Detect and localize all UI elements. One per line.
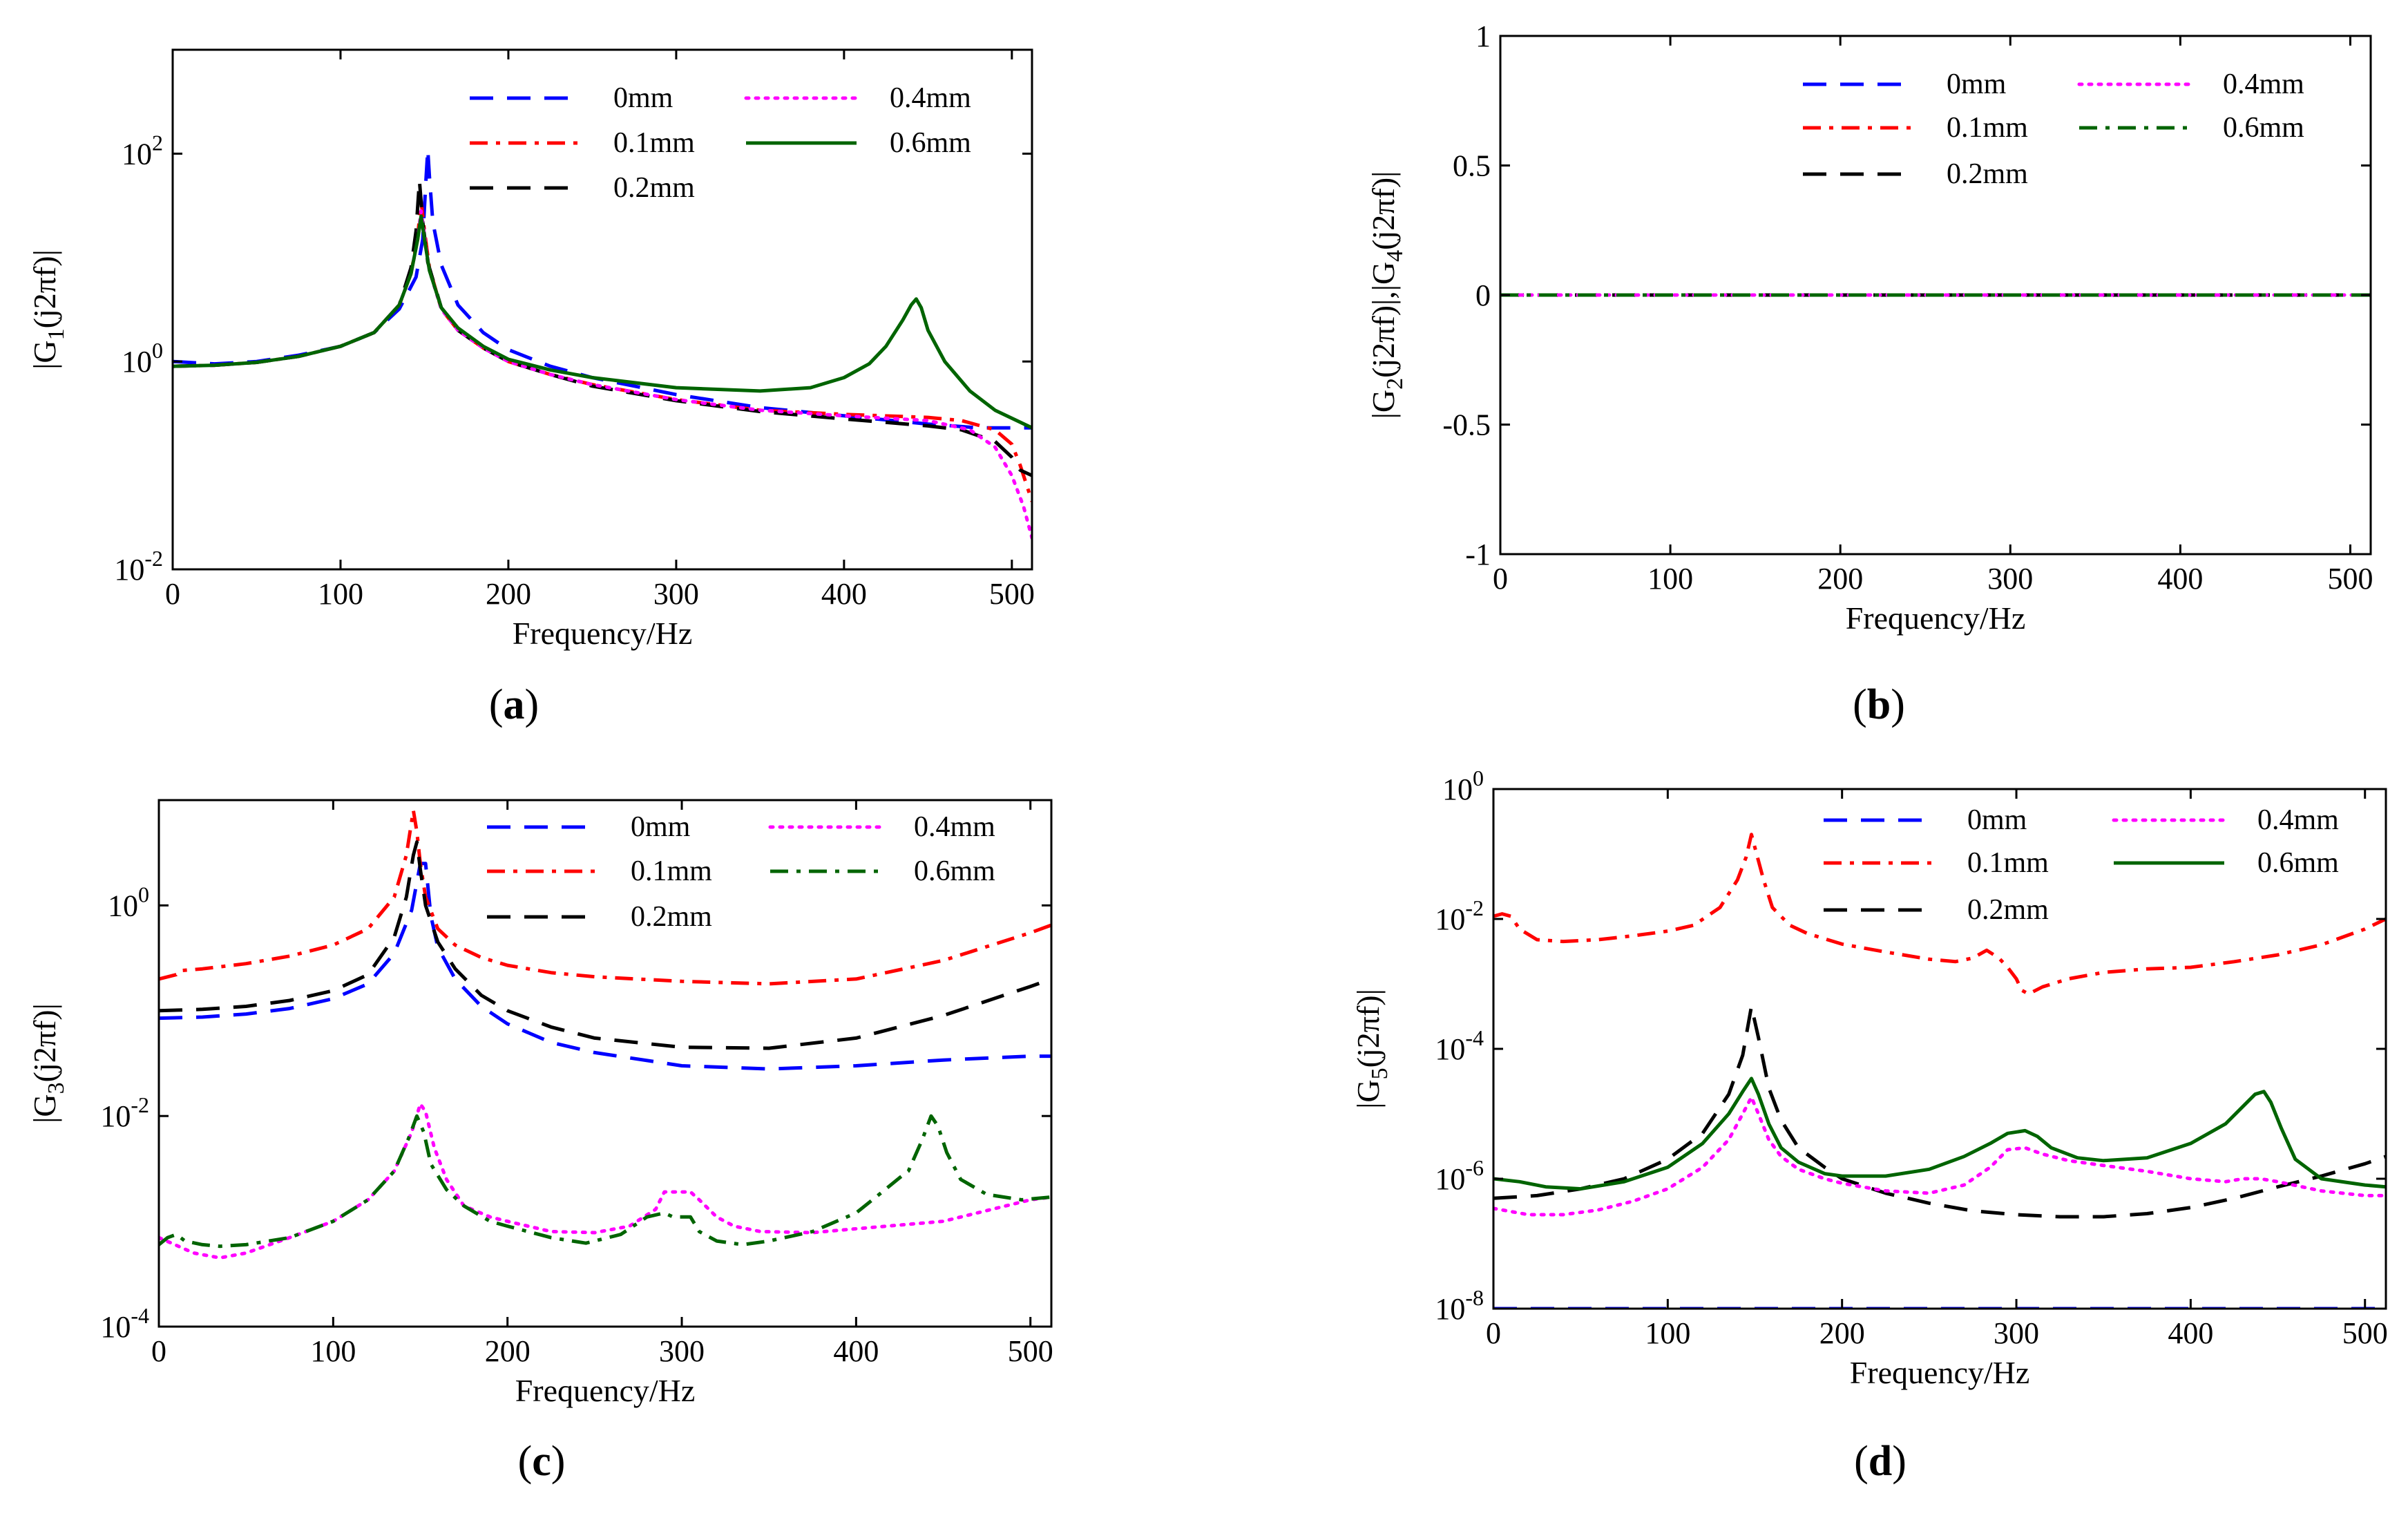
- x-tick-label: 400: [2157, 562, 2203, 596]
- series-line-0.2mm: [159, 840, 1051, 1050]
- y-tick-label: 0: [1475, 278, 1491, 312]
- x-tick-label: 400: [2168, 1316, 2213, 1350]
- x-tick-label: 100: [1647, 562, 1693, 596]
- x-tick-label: 100: [1645, 1316, 1690, 1350]
- legend-label-0.1mm: 0.1mm: [631, 855, 712, 887]
- x-tick-label: 400: [821, 577, 867, 611]
- panel-b: 0 100 200 300 400 500 -1 -0.5 0 0.5 1 Frequency/Hz |…: [1366, 19, 2373, 728]
- x-axis-label: Frequency/Hz: [1846, 600, 2026, 636]
- x-tick-label: 0: [1493, 562, 1508, 596]
- y-tick-label: 100: [1442, 766, 1484, 806]
- x-axis-label: Frequency/Hz: [513, 616, 693, 651]
- legend-label-0.2mm: 0.2mm: [1967, 894, 2049, 926]
- y-axis-label: |G5(j2πf)|: [1350, 989, 1393, 1109]
- y-tick-label: 100: [122, 338, 163, 379]
- x-tick-label: 300: [1994, 1316, 2039, 1350]
- legend-label-0.6mm: 0.6mm: [2223, 112, 2304, 144]
- legend: 0mm 0.1mm 0.2mm 0.4mm 0.6mm: [1803, 68, 2304, 190]
- y-tick-label: 100: [108, 882, 149, 922]
- x-tick-label: 100: [318, 577, 363, 611]
- legend-label-0.1mm: 0.1mm: [1967, 847, 2049, 879]
- axes-frame: [171, 48, 1033, 571]
- x-tick-label: 300: [659, 1334, 705, 1368]
- legend-label-0mm: 0mm: [613, 82, 673, 114]
- axes-frame: [1492, 788, 2387, 1310]
- y-tick-label: 102: [122, 130, 163, 171]
- series-line-0mm: [159, 862, 1051, 1071]
- panel-caption: (a): [489, 681, 539, 728]
- series-line-0.2mm: [173, 178, 1032, 477]
- series-line-0.1mm: [1493, 833, 2386, 996]
- x-tick-label: 0: [151, 1334, 166, 1368]
- legend-label-0.4mm: 0.4mm: [2257, 804, 2339, 836]
- y-tick-label: 0.5: [1453, 149, 1491, 183]
- panel-caption: (c): [518, 1438, 566, 1485]
- y-tick-label: 10-4: [100, 1303, 149, 1344]
- series-line-0.4mm: [1493, 1095, 2386, 1217]
- legend: 0mm 0.1mm 0.2mm 0.4mm 0.6mm: [487, 811, 995, 933]
- x-tick-label: 300: [1987, 562, 2033, 596]
- series-line-0.4mm: [173, 209, 1032, 540]
- x-tick-label: 200: [1819, 1316, 1865, 1350]
- x-axis-label: Frequency/Hz: [515, 1373, 696, 1408]
- panel-caption: (b): [1853, 681, 1905, 728]
- legend-label-0.1mm: 0.1mm: [1947, 112, 2028, 144]
- x-tick-label: 100: [310, 1334, 356, 1368]
- y-tick-label: 1: [1475, 19, 1491, 53]
- y-tick-label: 10-2: [1435, 895, 1484, 936]
- x-tick-label: 300: [653, 577, 699, 611]
- legend-label-0.6mm: 0.6mm: [890, 127, 971, 159]
- panel-c: 0 100 200 300 400 500 10-4 10-2 100 Frequency/Hz |…: [27, 799, 1053, 1485]
- legend-label-0.2mm: 0.2mm: [613, 172, 695, 204]
- x-tick-label: 500: [1008, 1334, 1053, 1368]
- legend-label-0.2mm: 0.2mm: [631, 901, 712, 933]
- x-tick-label: 0: [1486, 1316, 1501, 1350]
- panel-d: 0 100 200 300 400 500 10-8 10-6 10-4 10-2 100 Frequ…: [1350, 766, 2388, 1485]
- y-axis-label: |G3(j2πf)|: [27, 1003, 69, 1123]
- legend-label-0.6mm: 0.6mm: [2257, 847, 2339, 879]
- series-line-0.6mm: [159, 1114, 1051, 1249]
- y-tick-label: 10-4: [1435, 1025, 1484, 1066]
- legend-label-0.4mm: 0.4mm: [2223, 68, 2304, 100]
- legend: 0mm 0.1mm 0.2mm 0.4mm 0.6mm: [470, 82, 971, 204]
- x-axis-label: Frequency/Hz: [1850, 1355, 2030, 1390]
- x-tick-label: 500: [989, 577, 1035, 611]
- legend-label-0mm: 0mm: [631, 811, 691, 843]
- series-line-0.6mm: [1493, 1076, 2386, 1191]
- legend-label-0mm: 0mm: [1967, 804, 2027, 836]
- x-tick-label: 200: [1817, 562, 1863, 596]
- y-tick-label: 10-2: [114, 546, 163, 587]
- panel-a: 0 100 200 300 400 500 10-2 100 102 Frequency/Hz |G…: [27, 48, 1035, 728]
- x-tick-label: 0: [165, 577, 180, 611]
- series-line-0.1mm: [173, 199, 1032, 502]
- series-line-0.2mm: [1493, 1005, 2386, 1219]
- series-line-0.6mm: [173, 214, 1032, 430]
- legend-label-0.6mm: 0.6mm: [914, 855, 995, 887]
- legend-label-0.2mm: 0.2mm: [1947, 158, 2028, 190]
- x-tick-label: 500: [2342, 1316, 2388, 1350]
- legend: 0mm 0.1mm 0.2mm 0.4mm 0.6mm: [1824, 804, 2339, 926]
- legend-label-0.4mm: 0.4mm: [914, 811, 995, 843]
- y-tick-label: 10-8: [1435, 1285, 1484, 1326]
- axes-frame: [157, 799, 1053, 1328]
- y-axis-label: |G2(j2πf)|,|G4(j2πf)|: [1366, 171, 1408, 419]
- series-line-0mm: [173, 147, 1032, 430]
- x-tick-label: 400: [833, 1334, 879, 1368]
- legend-label-0mm: 0mm: [1947, 68, 2007, 100]
- y-tick-label: -0.5: [1442, 408, 1491, 442]
- panel-caption: (d): [1854, 1438, 1907, 1485]
- y-tick-label: 10-2: [100, 1092, 149, 1133]
- x-tick-label: 500: [2327, 562, 2373, 596]
- y-tick-label: 10-6: [1435, 1155, 1484, 1196]
- x-tick-label: 200: [486, 577, 531, 611]
- y-axis-label: |G1(j2πf)|: [27, 249, 69, 370]
- legend-label-0.4mm: 0.4mm: [890, 82, 971, 114]
- series-line-0.4mm: [159, 1102, 1051, 1260]
- legend-label-0.1mm: 0.1mm: [613, 127, 695, 159]
- x-tick-label: 200: [485, 1334, 531, 1368]
- y-tick-label: -1: [1465, 538, 1491, 571]
